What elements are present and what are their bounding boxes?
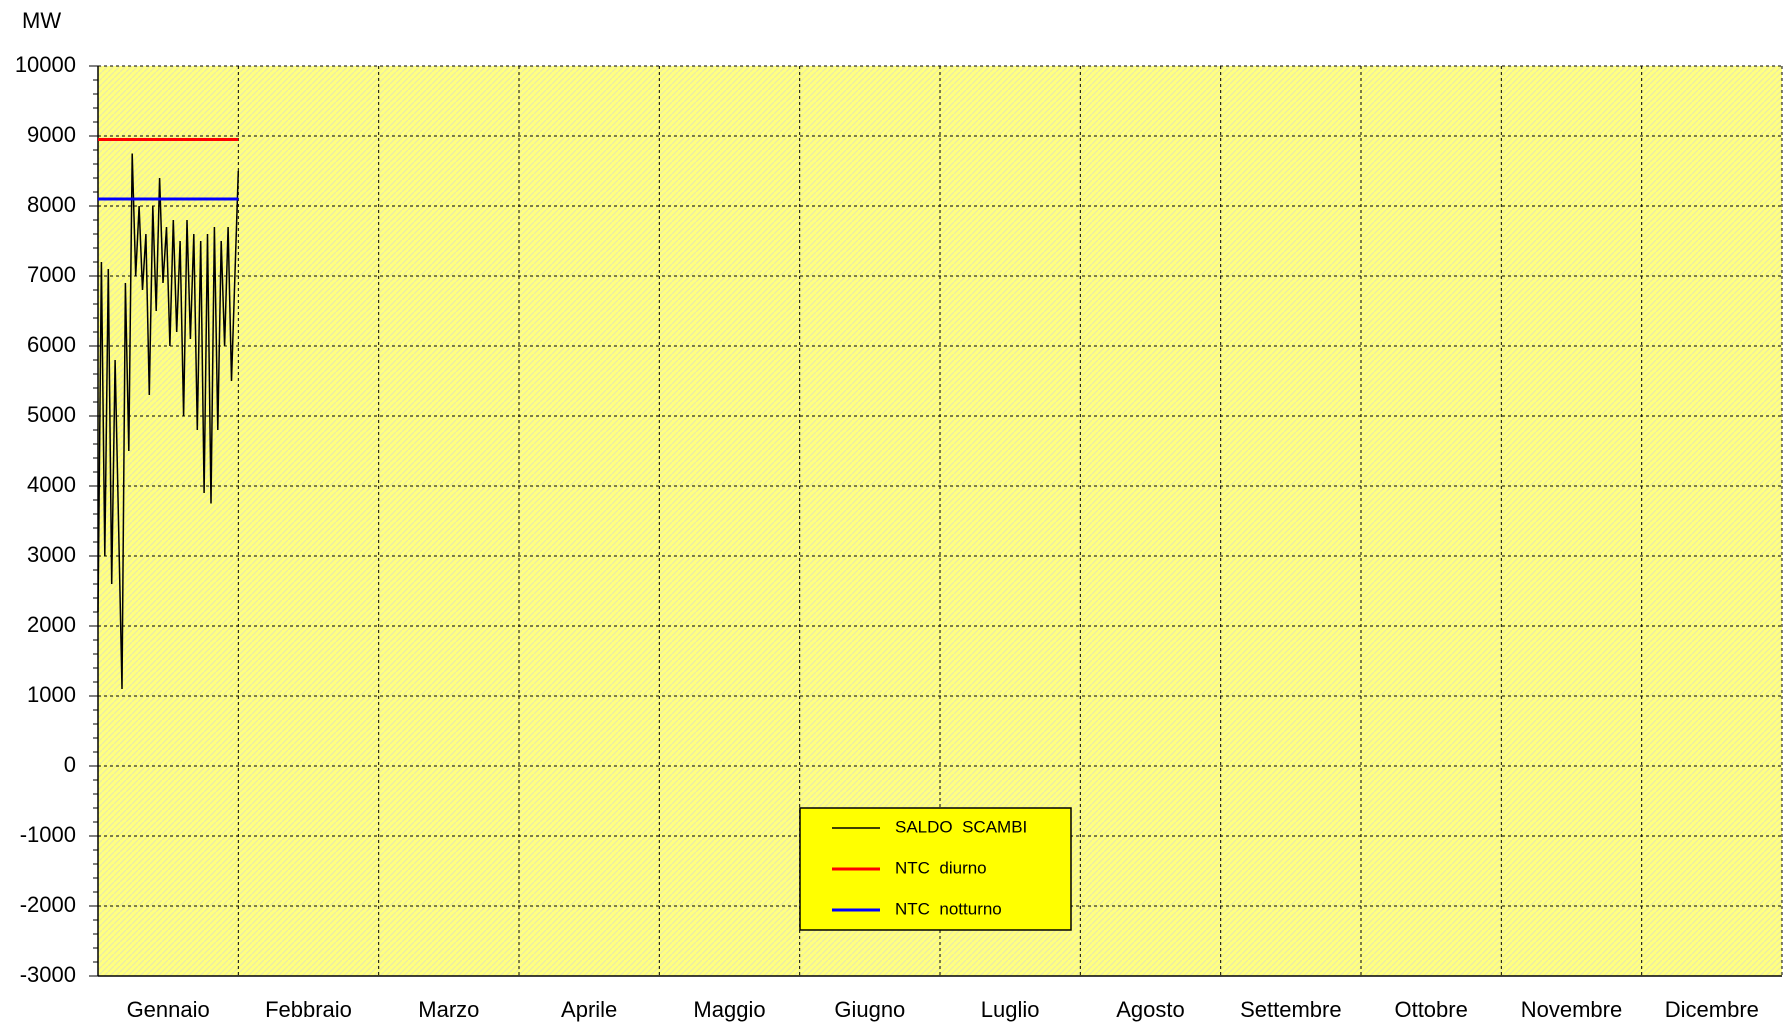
y-tick-label: 3000: [27, 542, 76, 567]
x-tick-label: Luglio: [981, 997, 1040, 1022]
x-tick-label: Novembre: [1521, 997, 1622, 1022]
y-tick-label: 5000: [27, 402, 76, 427]
legend: SALDO SCAMBI NTC diurno NTC notturno: [799, 807, 1072, 931]
y-tick-label: -1000: [20, 822, 76, 847]
x-tick-label: Aprile: [561, 997, 617, 1022]
y-tick-label: 8000: [27, 192, 76, 217]
y-tick-label: 10000: [15, 52, 76, 77]
x-tick-label: Ottobre: [1394, 997, 1467, 1022]
y-tick-label: 9000: [27, 122, 76, 147]
y-tick-label: 2000: [27, 612, 76, 637]
x-tick-label: Marzo: [418, 997, 479, 1022]
x-tick-label: Agosto: [1116, 997, 1185, 1022]
y-tick-label: 1000: [27, 682, 76, 707]
x-tick-label: Settembre: [1240, 997, 1342, 1022]
y-tick-label: 7000: [27, 262, 76, 287]
y-tick-label: 0: [64, 752, 76, 777]
y-axis-label: MW: [22, 8, 61, 33]
x-tick-label: Giugno: [834, 997, 905, 1022]
y-tick-label: -2000: [20, 892, 76, 917]
x-tick-label: Gennaio: [127, 997, 210, 1022]
x-tick-label: Febbraio: [265, 997, 352, 1022]
x-tick-label: Dicembre: [1665, 997, 1759, 1022]
x-tick-label: Maggio: [693, 997, 765, 1022]
legend-label: NTC diurno: [895, 858, 987, 877]
series-line: [97, 153, 240, 690]
legend-label: NTC notturno: [895, 899, 1002, 918]
y-tick-label: 4000: [27, 472, 76, 497]
y-tick-label: -3000: [20, 962, 76, 987]
y-tick-label: 6000: [27, 332, 76, 357]
legend-label: SALDO SCAMBI: [895, 817, 1027, 836]
